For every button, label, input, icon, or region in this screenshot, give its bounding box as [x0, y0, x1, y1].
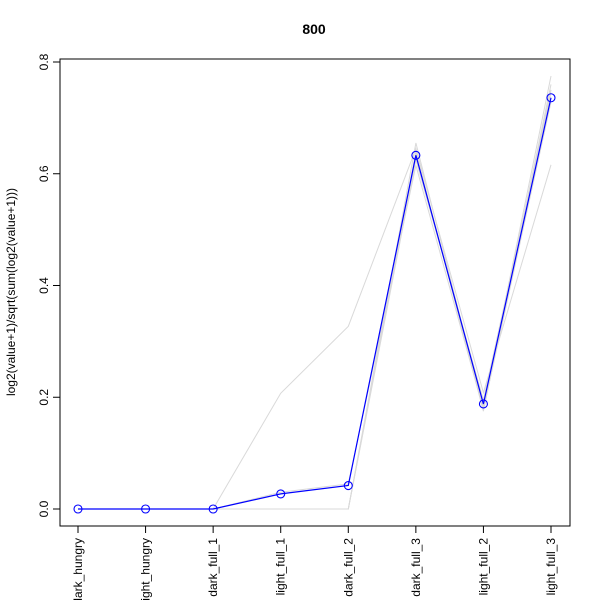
x-tick-label-light_full_1: light_full_1 [274, 538, 288, 596]
data-point-light_hungry [141, 504, 151, 514]
background-lines [78, 75, 552, 510]
y-tick-label-4: 0.8 [37, 53, 51, 70]
data-point-light_full_3 [546, 93, 556, 103]
highlight-line [78, 97, 552, 510]
background-line-0 [78, 146, 552, 510]
data-point-light_full_2 [478, 399, 488, 409]
chart-title: 800 [302, 21, 326, 37]
data-point-dark_full_3 [411, 150, 421, 160]
data-point-dark_full_2 [343, 480, 353, 491]
plot-frame [59, 58, 571, 527]
x-tick-label-dark_full_1: dark_full_1 [206, 538, 220, 597]
x-tick-label-light_full_2: light_full_2 [476, 538, 490, 596]
y-tick-label-3: 0.6 [37, 165, 51, 182]
y-tick-label-2: 0.4 [37, 277, 51, 294]
x-tick-label-light_hungry: light_hungry [139, 538, 153, 600]
x-tick-label-dark_full_2: dark_full_2 [341, 538, 355, 597]
background-line-1 [78, 75, 552, 510]
background-line-5 [78, 102, 552, 510]
background-line-3 [78, 92, 552, 510]
background-line-4 [78, 89, 552, 510]
x-axis: dark_hungry light_hungry dark_full_1 light_… [71, 526, 558, 600]
y-axis-label: log2(value+1)/sqrt(sum(log2(value+1))) [4, 188, 18, 396]
x-tick-label-light_full_3: light_full_3 [544, 538, 558, 596]
data-point-dark_hungry [73, 504, 83, 514]
y-axis: 0.0 0.2 0.4 0.6 0.8 [37, 53, 60, 517]
data-point-dark_full_1 [208, 504, 218, 514]
x-tick-label-dark_hungry: dark_hungry [71, 538, 85, 600]
highlight-series [73, 93, 556, 514]
y-tick-label-0: 0.0 [37, 500, 51, 517]
y-tick-label-1: 0.2 [37, 389, 51, 406]
data-point-light_full_1 [276, 489, 286, 499]
x-tick-label-dark_full_3: dark_full_3 [409, 538, 423, 597]
background-line-2 [78, 84, 552, 510]
